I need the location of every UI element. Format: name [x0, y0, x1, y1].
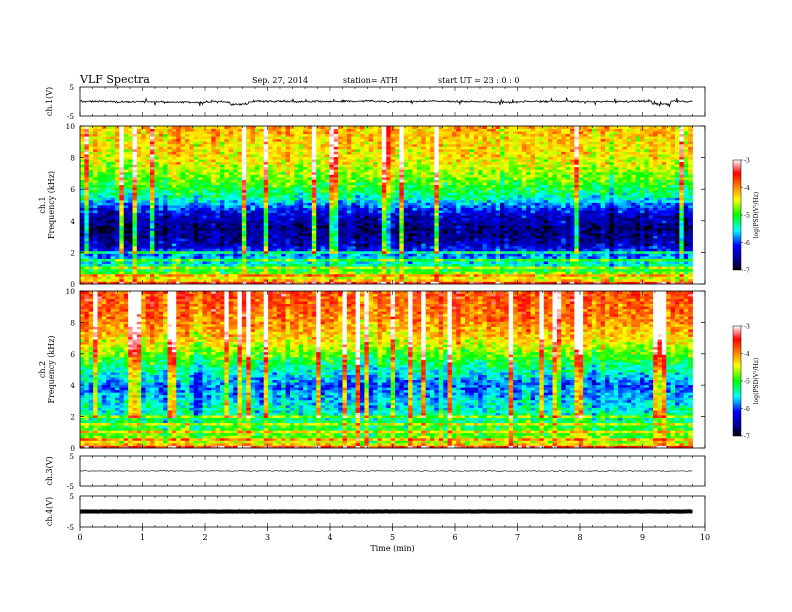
colorbar-tick-label: -7 [744, 434, 750, 441]
x-tick-label: 0 [77, 533, 82, 542]
colorbar-tick-label: -5 [744, 379, 750, 386]
x-tick-label: 7 [515, 533, 520, 542]
channel-label: ch.1 [38, 196, 47, 213]
colorbar-label: log(PSD(V²/Hz) [753, 358, 760, 405]
x-tick-label: 4 [327, 533, 332, 542]
y-tick-label: 0 [70, 280, 75, 289]
y-tick-label: 8 [70, 154, 75, 163]
ch1-spectrogram-panel: 0 2 4 6 8 10 ch.1 Frequency (kHz) [38, 122, 706, 289]
y-tick-label: 4 [70, 217, 75, 226]
channel-label: ch.2 [38, 361, 47, 378]
y-tick-label: 2 [70, 248, 75, 257]
ch1-voltage-panel: 5 -5 ch.1(V) [45, 83, 706, 121]
y-tick-label: 4 [70, 381, 75, 390]
y-axis-label: Frequency (kHz) [47, 335, 56, 403]
colorbar-tick-label: -4 [744, 185, 750, 192]
y-tick-label: 10 [65, 287, 75, 296]
y-tick-label: -5 [67, 523, 75, 532]
ch3-voltage-panel: 5 -5 ch.3(V) [45, 452, 706, 491]
x-tick-label: 10 [700, 533, 710, 542]
x-tick-label: 3 [265, 533, 270, 542]
colorbars: -3 -4 -5 -6 -7 log(PSD(V²/Hz) -3 -4 -5 -6 -7 log(PS… [732, 158, 760, 441]
ch2-spectrogram-panel: 0 2 4 6 8 10 ch.2 Frequency (kHz) [38, 287, 706, 453]
y-tick-label: 5 [69, 452, 74, 461]
x-tick-label: 5 [390, 533, 395, 542]
y-tick-label: 5 [69, 492, 74, 501]
y-axis-label: ch.3(V) [45, 456, 54, 485]
y-tick-label: 5 [69, 83, 74, 92]
figure-title: VLF Spectra [79, 73, 150, 86]
colorbar-tick-label: -4 [744, 351, 750, 358]
colorbar-scale [732, 325, 742, 437]
voltage-trace [79, 469, 693, 473]
station-label: station= ATH [343, 76, 398, 85]
y-tick-label: 6 [70, 185, 75, 194]
voltage-trace [79, 97, 693, 108]
y-tick-label: 2 [70, 413, 75, 422]
y-tick-label: -5 [67, 482, 75, 491]
colorbar-label: log(PSD(V²/Hz) [753, 192, 760, 239]
colorbar-tick-label: -7 [744, 268, 750, 275]
ch4-voltage-panel: 5 -5 ch.4(V) [45, 492, 706, 532]
spectrogram-cells [80, 126, 693, 285]
x-tick-label: 1 [140, 533, 145, 542]
colorbar-tick-label: -3 [744, 324, 750, 331]
y-tick-label: 6 [70, 350, 75, 359]
x-tick-label: 6 [452, 533, 457, 542]
y-tick-label: 10 [65, 122, 75, 131]
time-axis: 0 1 2 3 4 5 6 7 8 9 10 Time (min) [77, 527, 710, 553]
colorbar-tick-label: -5 [744, 213, 750, 220]
colorbar-tick-label: -6 [744, 406, 750, 413]
date-label: Sep. 27, 2014 [252, 76, 308, 85]
y-tick-label: -5 [67, 112, 75, 121]
x-axis-label: Time (min) [370, 544, 414, 553]
y-axis-label: ch.4(V) [45, 497, 54, 526]
x-tick-label: 2 [202, 533, 207, 542]
y-tick-label: 0 [70, 444, 75, 453]
colorbar-tick-label: -6 [744, 240, 750, 247]
y-tick-label: 8 [70, 318, 75, 327]
colorbar-scale [732, 159, 742, 271]
y-axis-label: ch.1(V) [45, 87, 54, 116]
x-tick-label: 9 [640, 533, 645, 542]
y-axis-label: Frequency (kHz) [47, 171, 56, 239]
colorbar-tick-label: -3 [744, 158, 750, 165]
spectrogram-cells [80, 291, 693, 449]
x-tick-label: 8 [577, 533, 582, 542]
start-time-label: start UT = 23 : 0 : 0 [438, 76, 519, 85]
